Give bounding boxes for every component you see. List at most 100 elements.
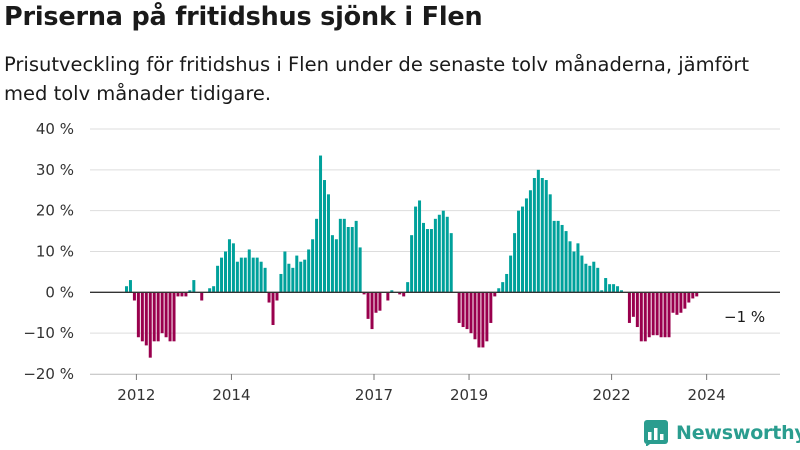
bar [184, 292, 188, 297]
x-tick-label: 2017 [355, 386, 393, 404]
bar [386, 292, 390, 301]
bar [398, 292, 402, 295]
bar [370, 292, 374, 330]
bar [544, 180, 548, 293]
bar [378, 292, 382, 311]
bar [635, 292, 639, 328]
bar [275, 292, 279, 301]
bar [493, 292, 497, 297]
y-tick-label: 0 % [45, 283, 74, 301]
bar [671, 292, 675, 313]
bars [125, 155, 699, 358]
bar [247, 249, 251, 293]
bar [358, 247, 362, 293]
bar [548, 194, 552, 293]
bar [323, 180, 326, 293]
bar [271, 292, 275, 325]
y-tick-label: 20 % [36, 202, 74, 220]
bar [168, 292, 172, 342]
y-tick-label: −10 % [23, 324, 74, 342]
bar [350, 227, 354, 293]
bar [208, 288, 212, 293]
bar [620, 290, 623, 293]
bar [524, 198, 528, 293]
bar [140, 292, 144, 342]
bar [572, 251, 576, 293]
bar [627, 292, 631, 323]
bar [659, 292, 663, 338]
bar [283, 251, 287, 293]
bar [259, 261, 263, 293]
bar [532, 178, 536, 293]
bar [176, 292, 180, 297]
bar [679, 292, 683, 313]
x-tick-label: 2012 [117, 386, 155, 404]
last-value-label: −1 % [724, 308, 765, 326]
bar [279, 273, 283, 293]
bar [354, 220, 358, 293]
bar [691, 292, 695, 299]
bar [263, 267, 267, 293]
bar [406, 282, 410, 293]
bar [433, 218, 437, 293]
bar [251, 257, 255, 293]
bar [330, 235, 334, 293]
bar [687, 292, 691, 303]
bar [291, 267, 295, 293]
page-title: Priserna på fritidshus sjönk i Flen [4, 2, 483, 32]
bar [604, 278, 608, 293]
bar [481, 292, 485, 348]
bar [390, 290, 394, 293]
bar [449, 233, 453, 293]
bar [564, 231, 568, 293]
brand: Newsworthy [644, 420, 800, 446]
bar [200, 292, 204, 301]
bar [346, 227, 350, 293]
bar [695, 292, 699, 297]
bar [465, 292, 469, 330]
bar [600, 290, 604, 293]
bar [556, 220, 560, 293]
bar [477, 292, 481, 348]
bar [239, 257, 243, 293]
x-tick-label: 2019 [450, 386, 488, 404]
bar [616, 286, 620, 293]
bar [311, 239, 315, 293]
page-subtitle: Prisutveckling för fritidshus i Flen und… [4, 53, 750, 105]
bar [536, 169, 540, 293]
bar [220, 257, 224, 293]
x-tick-label: 2024 [688, 386, 726, 404]
bar [402, 292, 406, 297]
bar [374, 292, 378, 313]
bar [461, 292, 465, 328]
bar [418, 200, 422, 293]
bar [497, 288, 501, 293]
bar [437, 214, 441, 293]
bar [517, 210, 521, 293]
bar [180, 292, 184, 297]
bar [326, 194, 330, 293]
bar [227, 239, 231, 293]
bar [172, 292, 176, 342]
bar [414, 206, 418, 293]
bar [608, 284, 612, 293]
bar [501, 282, 505, 293]
bar [675, 292, 679, 315]
bar [489, 292, 493, 323]
bar [647, 292, 651, 338]
bar [152, 292, 156, 342]
bar [303, 259, 307, 293]
bar [552, 220, 556, 293]
bar [469, 292, 473, 334]
bar [235, 261, 239, 293]
bar [422, 222, 425, 293]
y-tick-label: −20 % [23, 365, 74, 383]
bar [212, 286, 216, 293]
bar [319, 155, 323, 293]
bar [445, 216, 449, 293]
x-tick-label: 2014 [212, 386, 250, 404]
bar [540, 178, 544, 293]
bar [148, 292, 152, 358]
y-tick-label: 10 % [36, 243, 74, 261]
